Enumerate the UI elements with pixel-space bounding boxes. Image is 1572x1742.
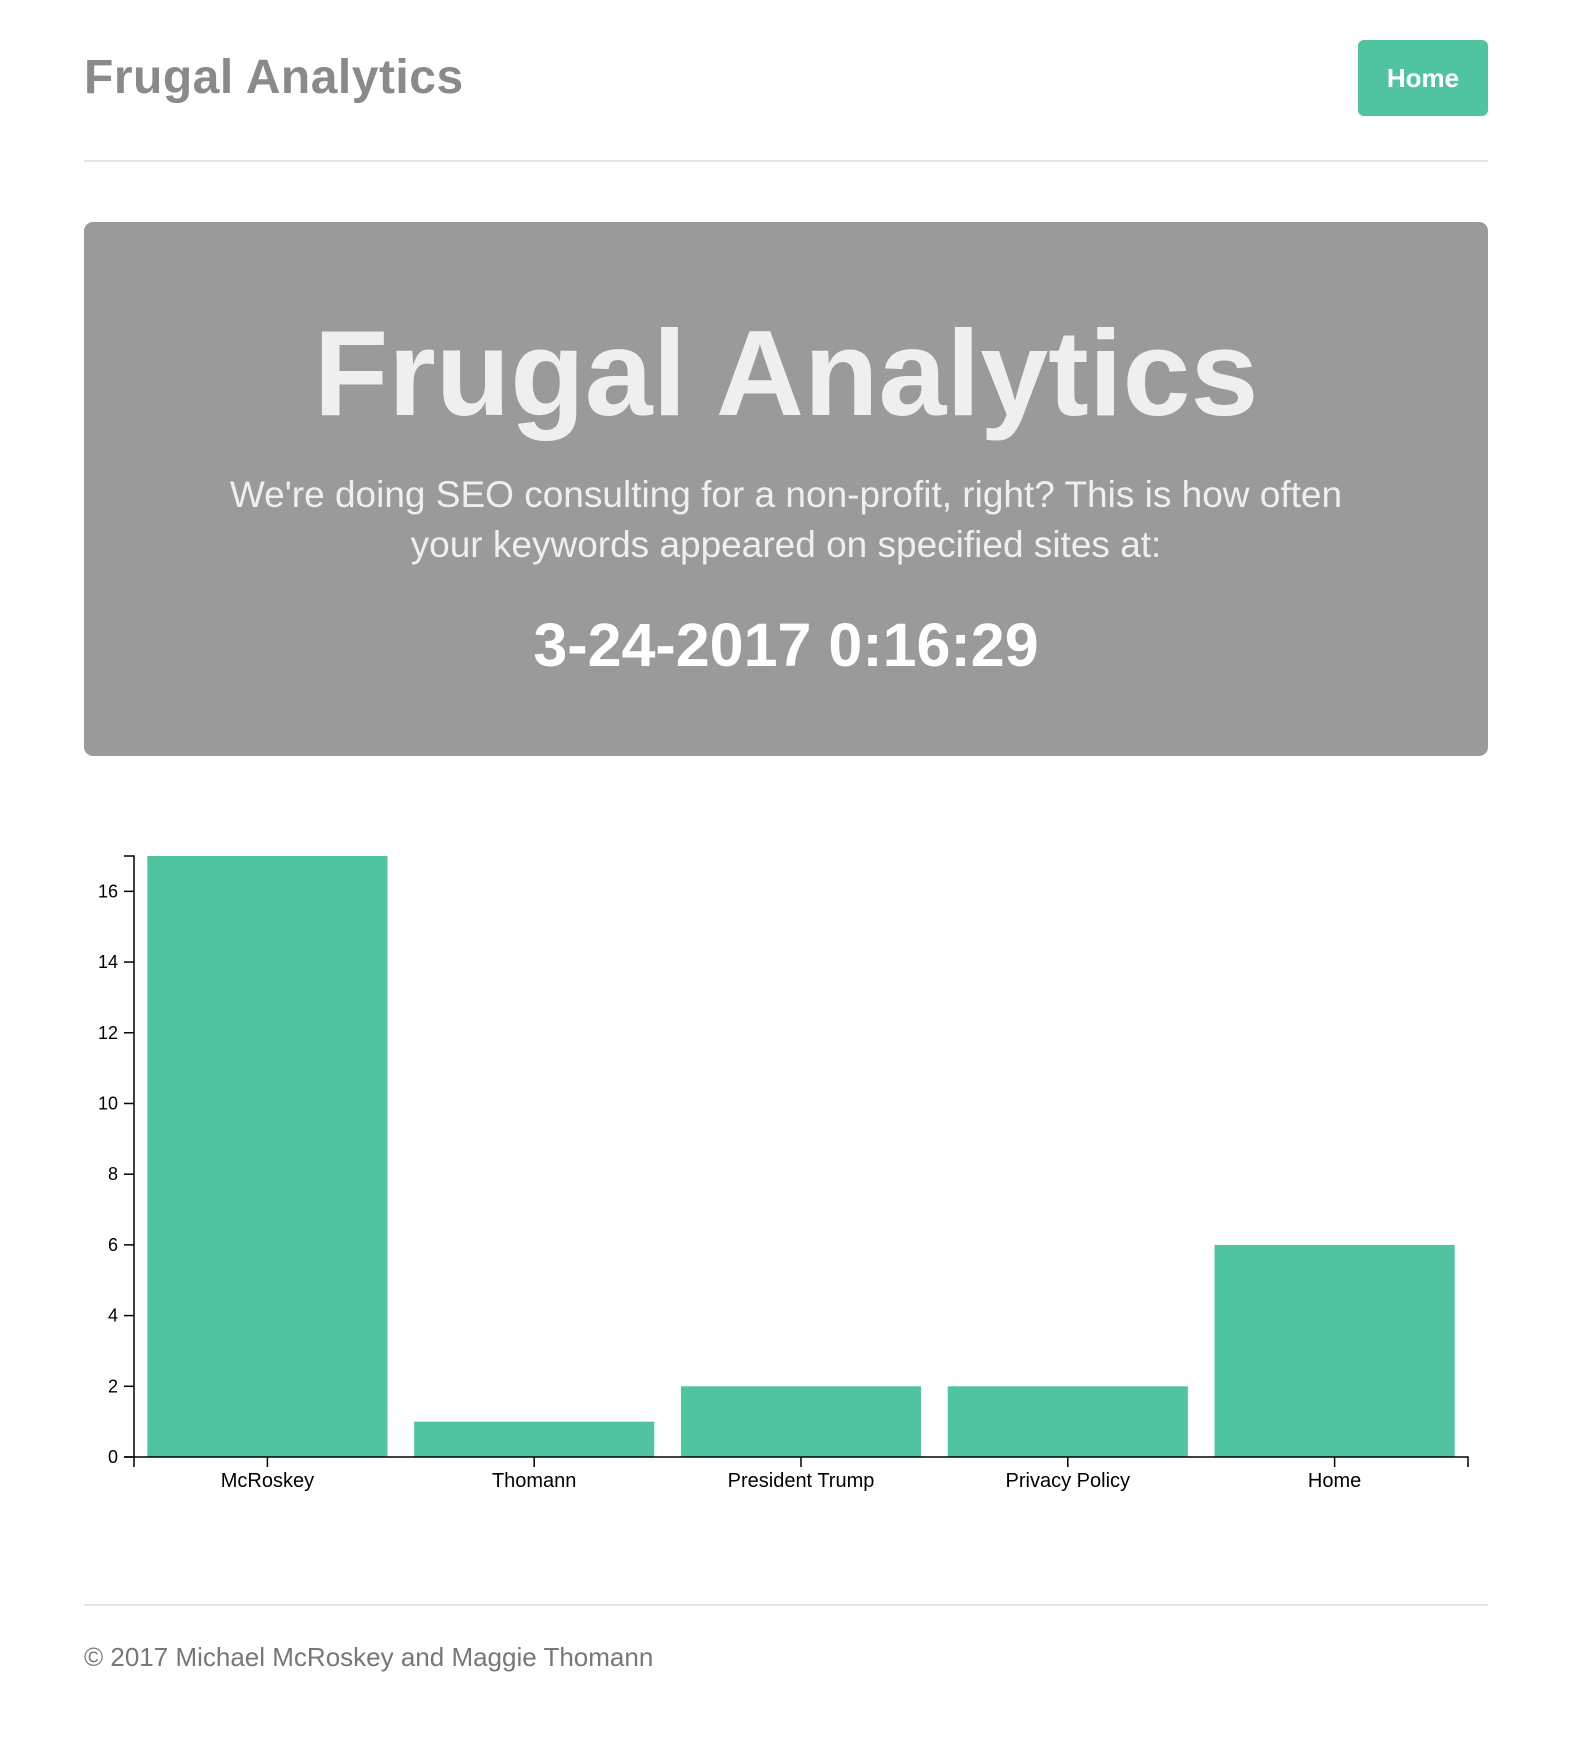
x-tick-label: McRoskey	[221, 1470, 314, 1492]
y-tick-label: 0	[108, 1447, 118, 1467]
y-tick-label: 12	[98, 1023, 118, 1043]
x-tick-label: Privacy Policy	[1006, 1470, 1130, 1492]
y-tick-label: 14	[98, 952, 118, 972]
y-axis-line	[124, 855, 135, 1458]
hero-description: We're doing SEO consulting for a non-pro…	[229, 474, 1343, 565]
hero-jumbotron: Frugal Analytics We're doing SEO consult…	[84, 222, 1488, 756]
brand-logo-text[interactable]: Frugal Analytics	[84, 51, 464, 104]
y-tick-label: 2	[108, 1376, 118, 1396]
hero-timestamp: 3-24-2017 0:16:29	[533, 611, 1039, 679]
hero-title: Frugal Analytics	[313, 305, 1259, 441]
bar-privacy-policy	[947, 1386, 1188, 1457]
home-button[interactable]: Home	[1358, 40, 1488, 116]
y-tick-label: 8	[108, 1164, 118, 1184]
x-tick-label: Home	[1308, 1470, 1361, 1492]
bar-thomann	[414, 1421, 655, 1457]
bar-president-trump	[680, 1386, 922, 1457]
bar-mcroskey	[147, 856, 388, 1457]
site-footer: © 2017 Michael McRoskey and Maggie Thoma…	[84, 1604, 1488, 1672]
x-tick-label: Thomann	[492, 1470, 577, 1492]
keyword-bar-chart: 0 2 4 6 8 10 12 14 16 McRoskey Thomann President Tr…	[98, 855, 1469, 1492]
x-tick-label: President Trump	[728, 1470, 875, 1492]
footer-copyright: © 2017 Michael McRoskey and Maggie Thoma…	[84, 1642, 654, 1672]
y-tick-label: 10	[98, 1093, 118, 1113]
y-tick-label: 4	[108, 1306, 118, 1326]
site-header: Frugal Analytics Home	[84, 40, 1488, 162]
y-tick-label: 6	[108, 1235, 118, 1255]
y-tick-label: 16	[98, 881, 118, 901]
bar-home	[1214, 1244, 1455, 1457]
